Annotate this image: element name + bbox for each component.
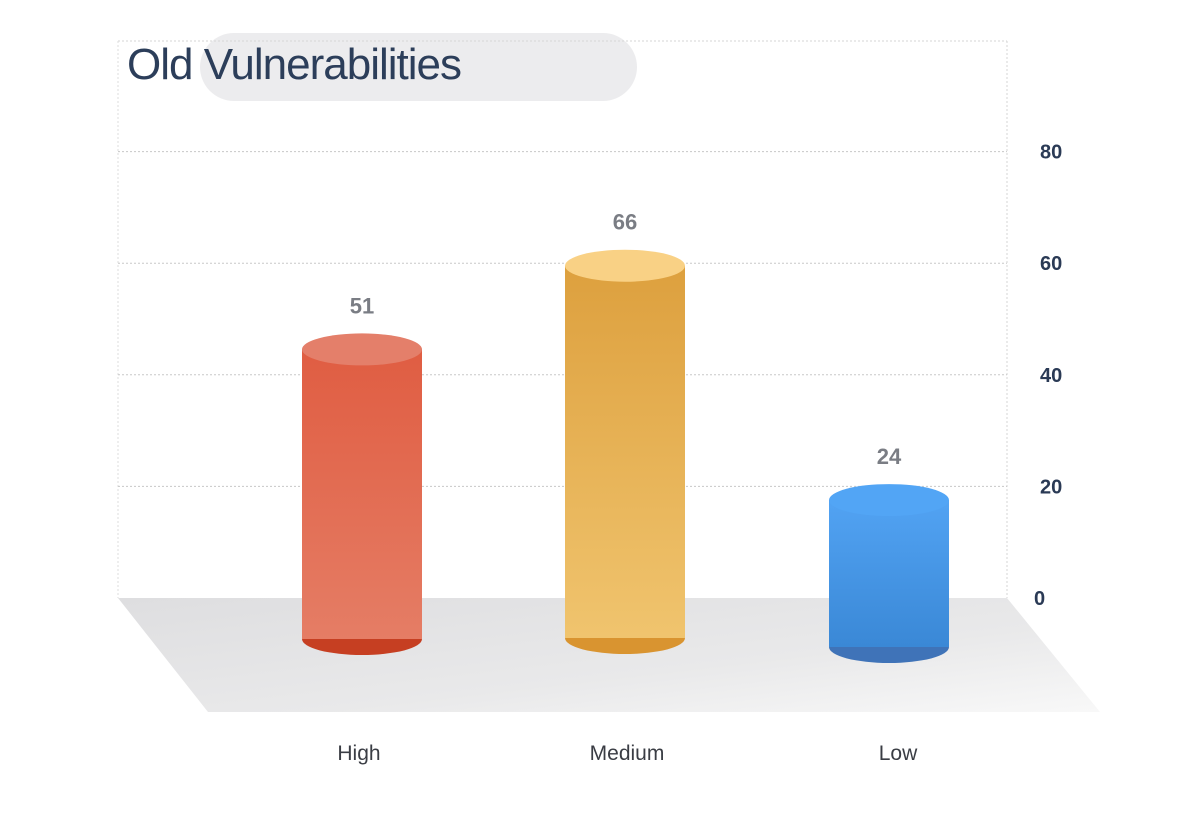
category-label: Medium — [590, 742, 665, 765]
y-tick-label: 0 — [1034, 588, 1045, 610]
y-tick-label: 60 — [1040, 253, 1062, 275]
bar-medium — [565, 249, 685, 654]
category-label: High — [337, 742, 380, 765]
value-label: 24 — [877, 444, 902, 469]
y-tick-label: 80 — [1040, 142, 1062, 164]
labels: 0 20 40 60 80 51 High 66 Medium 24 Low — [337, 142, 1062, 765]
bar-body — [565, 265, 685, 638]
bar-body — [829, 500, 949, 647]
bar-low — [829, 484, 949, 663]
chart-title: Old Vulnerabilities — [127, 40, 462, 89]
gridlines — [118, 151, 1007, 487]
y-tick-label: 40 — [1040, 365, 1062, 387]
chart-background — [117, 40, 1008, 598]
bar-top — [829, 484, 949, 517]
value-label: 51 — [350, 293, 374, 318]
bar-top — [302, 333, 422, 366]
y-tick-label: 20 — [1040, 476, 1062, 498]
chart-title-pill — [200, 33, 637, 101]
category-label: Low — [879, 742, 918, 765]
value-label: 66 — [613, 210, 637, 235]
bars — [302, 249, 949, 663]
bar-top — [565, 249, 685, 282]
bar-body — [302, 349, 422, 639]
bar-high — [302, 333, 422, 655]
